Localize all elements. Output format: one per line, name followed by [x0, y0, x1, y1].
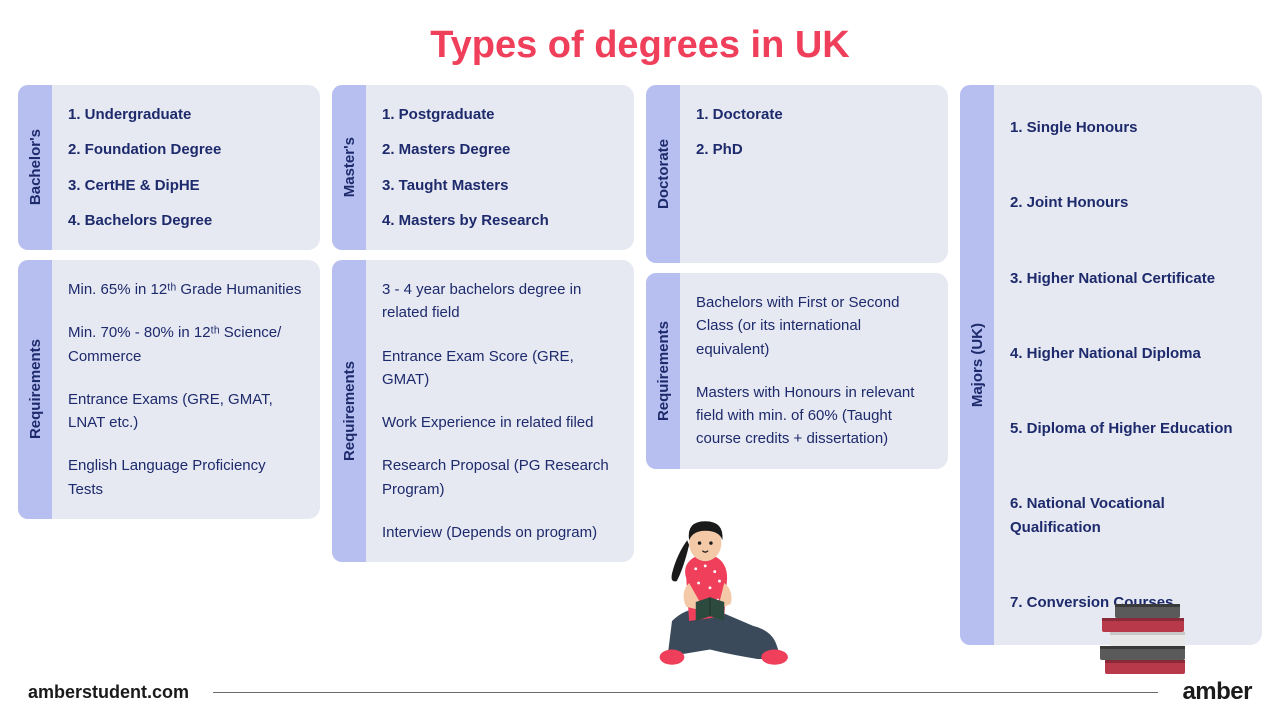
- col-bachelors: Bachelor's 1. Undergraduate 2. Foundatio…: [18, 85, 320, 519]
- bachelors-req-body: Min. 65% in 12ᵗʰ Grade Humanities Min. 7…: [52, 260, 320, 519]
- req-item: Interview (Depends on program): [382, 521, 618, 544]
- masters-card: Master's 1. Postgraduate 2. Masters Degr…: [332, 85, 634, 250]
- requirements-tab-label: Requirements: [27, 339, 44, 439]
- req-item: Bachelors with First or Second Class (or…: [696, 291, 932, 361]
- list-item: 1. Doctorate: [696, 103, 932, 126]
- bachelors-tab: Bachelor's: [18, 85, 52, 250]
- list-item: 1. Undergraduate: [68, 103, 304, 126]
- list-item: 2. PhD: [696, 138, 932, 161]
- bachelors-card: Bachelor's 1. Undergraduate 2. Foundatio…: [18, 85, 320, 250]
- req-item: Min. 70% - 80% in 12ᵗʰ Science/ Commerce: [68, 321, 304, 368]
- reading-girl-illustration-icon: [615, 488, 805, 678]
- list-item: 1. Single Honours: [1010, 116, 1246, 139]
- doctorate-card: Doctorate 1. Doctorate 2. PhD: [646, 85, 948, 263]
- doctorate-tab-label: Doctorate: [655, 139, 672, 209]
- col-masters: Master's 1. Postgraduate 2. Masters Degr…: [332, 85, 634, 562]
- book-stack-icon: [1090, 588, 1200, 678]
- requirements-tab-label: Requirements: [655, 321, 672, 421]
- majors-tab-label: Majors (UK): [969, 323, 986, 407]
- req-item: Research Proposal (PG Research Program): [382, 454, 618, 501]
- footer: amberstudent.com amber: [0, 678, 1280, 706]
- masters-req-card: Requirements 3 - 4 year bachelors degree…: [332, 260, 634, 562]
- doctorate-req-card: Requirements Bachelors with First or Sec…: [646, 273, 948, 469]
- bachelors-body: 1. Undergraduate 2. Foundation Degree 3.…: [52, 85, 320, 250]
- masters-req-body: 3 - 4 year bachelors degree in related f…: [366, 260, 634, 562]
- doctorate-tab: Doctorate: [646, 85, 680, 263]
- footer-divider: [213, 692, 1158, 693]
- page-title: Types of degrees in UK: [0, 0, 1280, 85]
- list-item: 2. Foundation Degree: [68, 138, 304, 161]
- list-item: 2. Joint Honours: [1010, 191, 1246, 214]
- req-item: Entrance Exam Score (GRE, GMAT): [382, 345, 618, 392]
- masters-body: 1. Postgraduate 2. Masters Degree 3. Tau…: [366, 85, 634, 250]
- req-item: Work Experience in related filed: [382, 411, 618, 434]
- bachelors-req-tab: Requirements: [18, 260, 52, 519]
- req-item: Entrance Exams (GRE, GMAT, LNAT etc.): [68, 388, 304, 435]
- masters-tab: Master's: [332, 85, 366, 250]
- list-item: 2. Masters Degree: [382, 138, 618, 161]
- col-doctorate: Doctorate 1. Doctorate 2. PhD Requiremen…: [646, 85, 948, 469]
- list-item: 6. National Vocational Qualification: [1010, 492, 1246, 539]
- masters-req-tab: Requirements: [332, 260, 366, 562]
- list-item: 1. Postgraduate: [382, 103, 618, 126]
- list-item: 4. Masters by Research: [382, 209, 618, 232]
- doctorate-body: 1. Doctorate 2. PhD: [680, 85, 948, 263]
- majors-tab: Majors (UK): [960, 85, 994, 645]
- bachelors-req-card: Requirements Min. 65% in 12ᵗʰ Grade Huma…: [18, 260, 320, 519]
- bachelors-tab-label: Bachelor's: [27, 129, 44, 205]
- footer-brand: amber: [1182, 678, 1252, 706]
- majors-card: Majors (UK) 1. Single Honours 2. Joint H…: [960, 85, 1262, 645]
- req-item: 3 - 4 year bachelors degree in related f…: [382, 278, 618, 325]
- list-item: 3. Taught Masters: [382, 174, 618, 197]
- list-item: 4. Higher National Diploma: [1010, 342, 1246, 365]
- majors-body: 1. Single Honours 2. Joint Honours 3. Hi…: [994, 85, 1262, 645]
- doctorate-req-tab: Requirements: [646, 273, 680, 469]
- list-item: 3. Higher National Certificate: [1010, 267, 1246, 290]
- doctorate-req-body: Bachelors with First or Second Class (or…: [680, 273, 948, 469]
- list-item: 3. CertHE & DipHE: [68, 174, 304, 197]
- req-item: English Language Proficiency Tests: [68, 454, 304, 501]
- req-item: Min. 65% in 12ᵗʰ Grade Humanities: [68, 278, 304, 301]
- list-item: 4. Bachelors Degree: [68, 209, 304, 232]
- list-item: 5. Diploma of Higher Education: [1010, 417, 1246, 440]
- footer-url: amberstudent.com: [28, 682, 189, 703]
- requirements-tab-label: Requirements: [341, 361, 358, 461]
- req-item: Masters with Honours in relevant field w…: [696, 381, 932, 451]
- col-majors: Majors (UK) 1. Single Honours 2. Joint H…: [960, 85, 1262, 645]
- masters-tab-label: Master's: [341, 137, 358, 197]
